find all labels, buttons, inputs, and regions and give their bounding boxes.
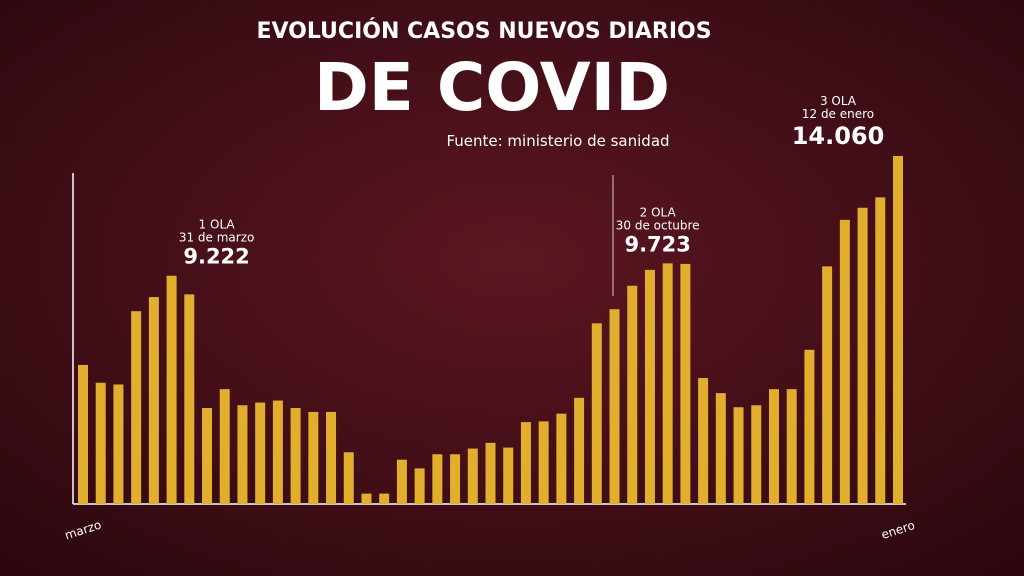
data-label: 9.723 xyxy=(624,232,690,256)
bar xyxy=(609,309,620,504)
bar xyxy=(662,263,673,504)
bar xyxy=(237,405,248,504)
bar xyxy=(538,421,549,504)
bar xyxy=(467,448,478,504)
bar xyxy=(698,378,709,504)
annotation-date: 12 de enero xyxy=(802,107,874,121)
annotation-title: 1 OLA xyxy=(199,218,236,232)
bar xyxy=(326,411,337,504)
bar xyxy=(804,349,815,504)
bar xyxy=(396,459,407,504)
bar xyxy=(893,156,903,504)
bar xyxy=(272,400,283,504)
bar xyxy=(432,454,443,504)
bar xyxy=(414,468,425,504)
bar xyxy=(361,493,372,504)
bar xyxy=(485,442,496,504)
bar xyxy=(822,266,833,504)
data-label: 14.060 xyxy=(792,122,885,150)
data-label: 9.222 xyxy=(183,245,249,269)
bar xyxy=(574,397,585,504)
annotation-title: 3 OLA xyxy=(820,94,857,108)
bar xyxy=(503,447,514,504)
annotation-date: 30 de octubre xyxy=(616,218,700,232)
bar xyxy=(556,413,567,504)
bar xyxy=(644,269,655,504)
bar xyxy=(343,452,354,504)
bar xyxy=(219,389,230,504)
bar xyxy=(255,402,266,504)
annotation-title: 2 OLA xyxy=(640,205,677,219)
bar xyxy=(839,219,850,504)
bar xyxy=(308,411,319,504)
bar xyxy=(627,285,638,504)
bar xyxy=(202,407,213,504)
bar xyxy=(379,493,390,504)
bar xyxy=(95,382,106,504)
bar xyxy=(680,263,691,504)
bar xyxy=(184,294,195,504)
bar xyxy=(857,207,868,504)
bar xyxy=(166,275,177,504)
annotation-date: 31 de marzo xyxy=(179,231,255,245)
bar xyxy=(786,389,797,504)
bar xyxy=(751,405,762,504)
bar xyxy=(290,407,301,504)
chart-subtitle: EVOLUCIÓN CASOS NUEVOS DIARIOS xyxy=(256,18,711,44)
bar xyxy=(131,311,142,504)
bar xyxy=(875,197,886,504)
bar xyxy=(591,323,602,504)
bar xyxy=(520,422,531,504)
bar xyxy=(113,384,124,504)
bar xyxy=(450,454,461,504)
bar xyxy=(78,364,88,504)
bar xyxy=(768,389,779,504)
bar xyxy=(715,393,726,504)
bar xyxy=(733,407,744,504)
chart-title: DE COVID xyxy=(314,49,670,126)
bar xyxy=(148,297,159,504)
source: Fuente: ministerio de sanidad xyxy=(446,132,669,150)
